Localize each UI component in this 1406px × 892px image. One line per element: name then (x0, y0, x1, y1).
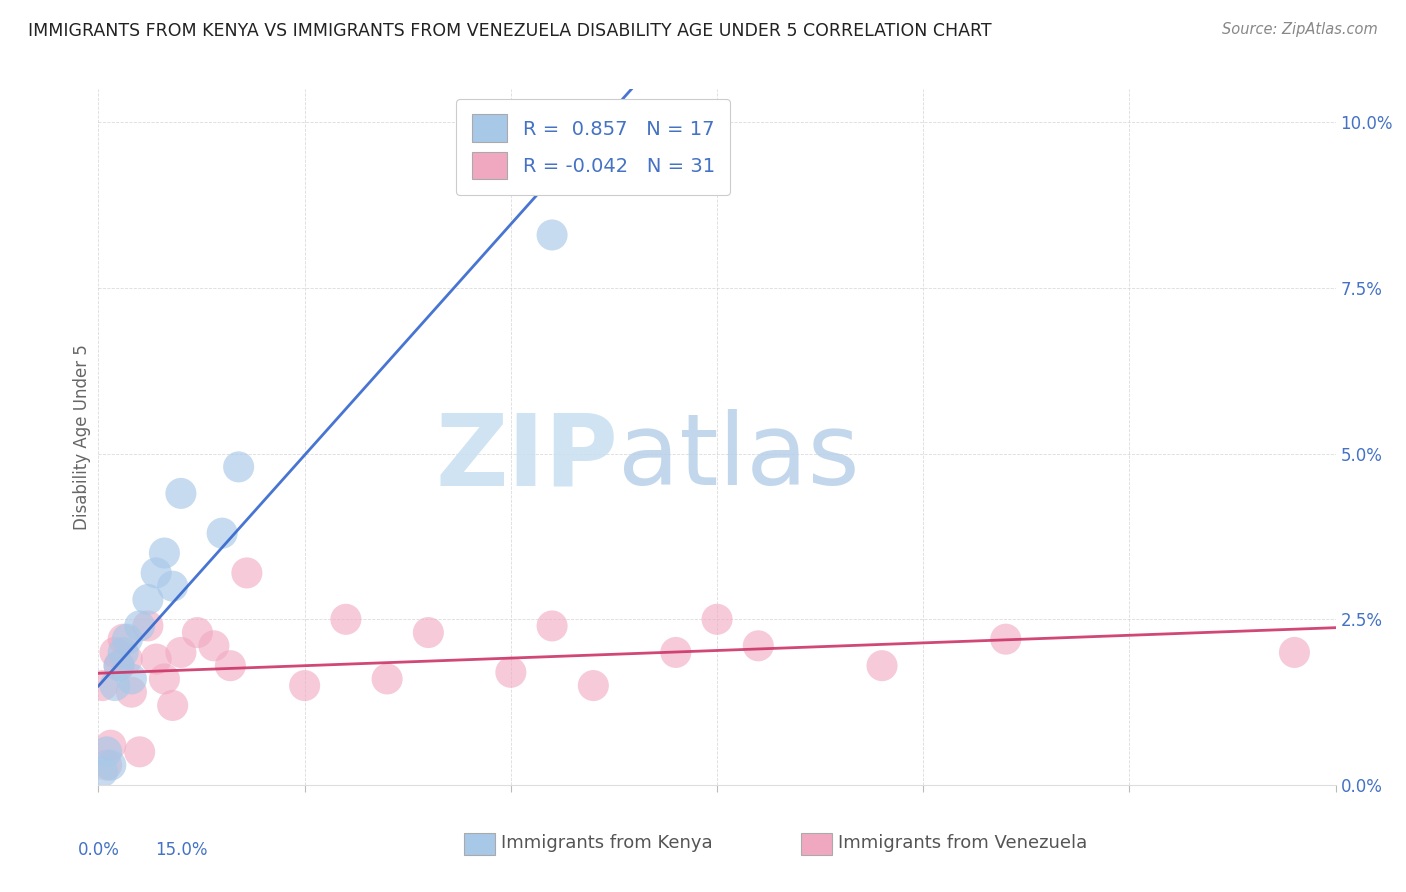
Point (375, 672, 398, 686)
Text: ZIP: ZIP (436, 409, 619, 507)
Point (96, 758, 118, 772)
Point (541, 227, 564, 242)
Text: 15.0%: 15.0% (155, 840, 207, 859)
Text: IMMIGRANTS FROM KENYA VS IMMIGRANTS FROM VENEZUELA DISABILITY AGE UNDER 5 CORREL: IMMIGRANTS FROM KENYA VS IMMIGRANTS FROM… (28, 22, 991, 40)
Point (170, 645, 193, 659)
Point (136, 619, 159, 633)
Point (120, 685, 142, 699)
Point (145, 566, 167, 580)
Text: atlas: atlas (619, 409, 859, 507)
Point (994, 632, 1017, 647)
Text: Immigrants from Venezuela: Immigrants from Venezuela (838, 834, 1087, 852)
Point (541, 619, 564, 633)
Point (136, 592, 159, 607)
Point (100, 738, 122, 752)
Point (747, 639, 769, 653)
Legend: R =  0.857   N = 17, R = -0.042   N = 31: R = 0.857 N = 17, R = -0.042 N = 31 (457, 99, 730, 194)
Point (236, 566, 259, 580)
Y-axis label: Disability Age Under 5: Disability Age Under 5 (73, 344, 91, 530)
Point (665, 645, 688, 659)
Text: Immigrants from Kenya: Immigrants from Kenya (501, 834, 713, 852)
Point (211, 526, 233, 541)
Point (153, 546, 176, 560)
Text: 0.0%: 0.0% (77, 840, 120, 859)
Point (162, 698, 184, 713)
Point (153, 672, 176, 686)
Point (128, 619, 150, 633)
Point (219, 658, 242, 673)
Point (294, 679, 316, 693)
Point (170, 486, 193, 500)
Point (91, 679, 114, 693)
Point (104, 645, 127, 659)
Point (112, 632, 135, 647)
Point (418, 625, 440, 640)
Point (100, 758, 122, 772)
Point (870, 658, 893, 673)
Point (104, 679, 127, 693)
Point (202, 639, 225, 653)
Point (117, 652, 139, 666)
Point (499, 665, 522, 680)
Point (128, 745, 150, 759)
Point (186, 625, 208, 640)
Point (112, 645, 135, 659)
Point (117, 632, 139, 647)
Point (582, 679, 605, 693)
Text: Source: ZipAtlas.com: Source: ZipAtlas.com (1222, 22, 1378, 37)
Point (228, 459, 250, 474)
Point (96, 745, 118, 759)
Point (145, 652, 167, 666)
Point (335, 612, 357, 626)
Point (706, 612, 728, 626)
Point (108, 658, 131, 673)
Point (1284, 645, 1306, 659)
Point (91, 764, 114, 779)
Point (120, 672, 142, 686)
Point (162, 579, 184, 593)
Point (108, 658, 131, 673)
